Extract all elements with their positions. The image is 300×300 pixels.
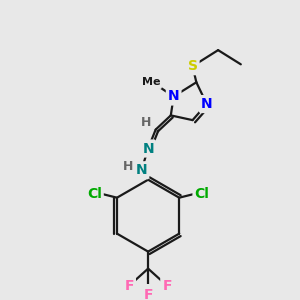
Text: Cl: Cl bbox=[194, 187, 209, 201]
Text: F: F bbox=[124, 279, 134, 293]
Text: F: F bbox=[143, 288, 153, 300]
Text: S: S bbox=[188, 59, 198, 73]
Text: N: N bbox=[142, 142, 154, 155]
Text: H: H bbox=[123, 160, 134, 173]
Text: N: N bbox=[136, 163, 147, 177]
Text: Me: Me bbox=[142, 77, 160, 87]
Text: F: F bbox=[162, 279, 172, 293]
Text: N: N bbox=[201, 97, 213, 111]
Text: Cl: Cl bbox=[87, 187, 102, 201]
Text: H: H bbox=[141, 116, 152, 128]
Text: N: N bbox=[168, 89, 179, 103]
